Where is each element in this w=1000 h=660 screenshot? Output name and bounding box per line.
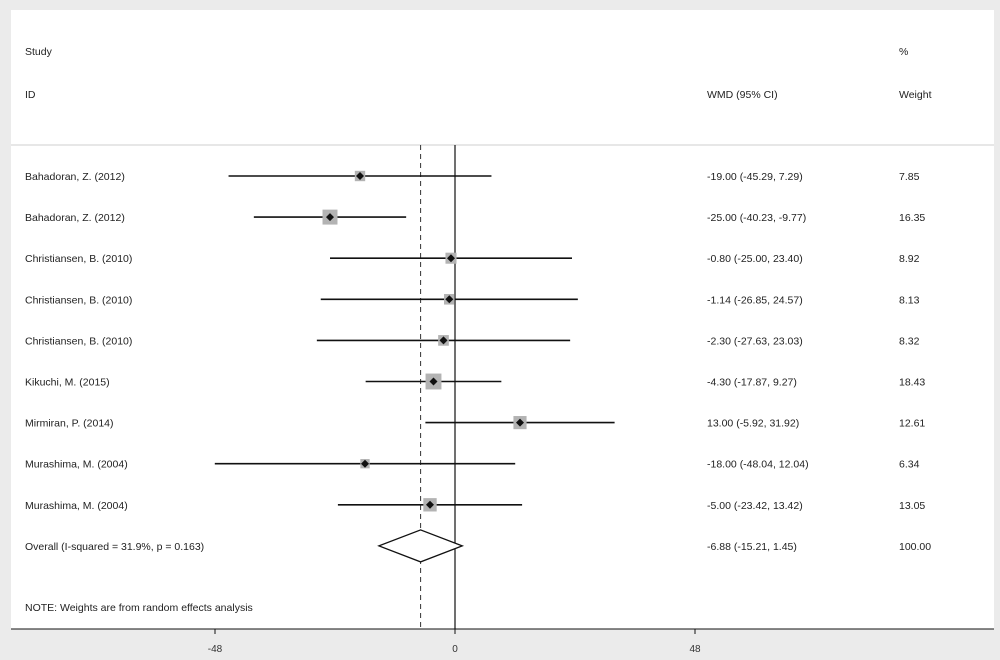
point-estimate (439, 336, 448, 345)
study-column-header: Study (25, 46, 53, 58)
id-column-header: ID (25, 89, 36, 101)
overall-label: Overall (I-squared = 31.9%, p = 0.163) (25, 541, 204, 553)
point-estimate (445, 295, 454, 304)
point-estimate (429, 377, 438, 386)
effect-ci-label: -19.00 (-45.29, 7.29) (707, 171, 803, 183)
effect-column-header: WMD (95% CI) (707, 89, 778, 101)
overall-weight-label: 100.00 (899, 541, 931, 553)
overall-row: Overall (I-squared = 31.9%, p = 0.163) -6… (25, 529, 931, 563)
x-axis: -48 0 48 (11, 628, 994, 655)
weight-label: 12.61 (899, 418, 925, 430)
study-row: Christiansen, B. (2010) -0.80 (-25.00, 23… (25, 252, 920, 265)
point-estimate (447, 254, 455, 263)
weights-note: NOTE: Weights are from random effects an… (25, 602, 253, 614)
effect-ci-label: -2.30 (-27.63, 23.03) (707, 335, 803, 347)
study-rows: Bahadoran, Z. (2012) -19.00 (-45.29, 7.29… (25, 170, 925, 512)
study-name: Murashima, M. (2004) (25, 500, 128, 512)
x-tick-label: -48 (208, 644, 223, 655)
weight-label: 18.43 (899, 377, 925, 389)
effect-ci-label: -5.00 (-23.42, 13.42) (707, 500, 803, 512)
study-row: Bahadoran, Z. (2012) -19.00 (-45.29, 7.29… (25, 170, 920, 183)
weight-label: 6.34 (899, 459, 920, 471)
point-estimate (516, 418, 524, 427)
study-row: Kikuchi, M. (2015) -4.30 (-17.87, 9.27) 18… (25, 373, 925, 390)
study-name: Mirmiran, P. (2014) (25, 418, 114, 430)
weight-column-header: Weight (899, 89, 932, 101)
weight-label: 8.92 (899, 253, 920, 265)
study-row: Mirmiran, P. (2014) 13.00 (-5.92, 31.92) 1… (25, 416, 925, 430)
study-name: Bahadoran, Z. (2012) (25, 171, 125, 183)
effect-ci-label: -0.80 (-25.00, 23.40) (707, 253, 803, 265)
weight-label: 16.35 (899, 212, 925, 224)
weight-label: 8.13 (899, 294, 920, 306)
effect-ci-label: 13.00 (-5.92, 31.92) (707, 418, 799, 430)
effect-ci-label: -1.14 (-26.85, 24.57) (707, 294, 803, 306)
plot-panel (11, 10, 994, 629)
weight-label: 8.32 (899, 335, 920, 347)
study-name: Bahadoran, Z. (2012) (25, 212, 125, 224)
study-row: Bahadoran, Z. (2012) -25.00 (-40.23, -9.7… (25, 209, 925, 225)
weight-label: 7.85 (899, 171, 920, 183)
study-name: Kikuchi, M. (2015) (25, 377, 110, 389)
x-tick-label: 0 (452, 644, 458, 655)
study-name: Christiansen, B. (2010) (25, 294, 132, 306)
study-row: Murashima, M. (2004) -18.00 (-48.04, 12.0… (25, 459, 920, 471)
study-name: Murashima, M. (2004) (25, 459, 128, 471)
percent-column-header: % (899, 46, 908, 58)
effect-ci-label: -25.00 (-40.23, -9.77) (707, 212, 806, 224)
point-estimate (426, 500, 434, 509)
effect-ci-label: -18.00 (-48.04, 12.04) (707, 459, 809, 471)
point-estimate (361, 459, 369, 468)
overall-diamond (377, 529, 465, 563)
study-row: Christiansen, B. (2010) -2.30 (-27.63, 23… (25, 335, 920, 347)
x-tick-label: 48 (689, 644, 701, 655)
overall-ci-label: -6.88 (-15.21, 1.45) (707, 541, 797, 553)
study-row: Murashima, M. (2004) -5.00 (-23.42, 13.42… (25, 498, 925, 512)
point-estimate (326, 213, 334, 222)
point-estimate (356, 172, 364, 180)
effect-ci-label: -4.30 (-17.87, 9.27) (707, 377, 797, 389)
study-name: Christiansen, B. (2010) (25, 335, 132, 347)
study-row: Christiansen, B. (2010) -1.14 (-26.85, 24… (25, 294, 920, 306)
study-name: Christiansen, B. (2010) (25, 253, 132, 265)
weight-label: 13.05 (899, 500, 925, 512)
